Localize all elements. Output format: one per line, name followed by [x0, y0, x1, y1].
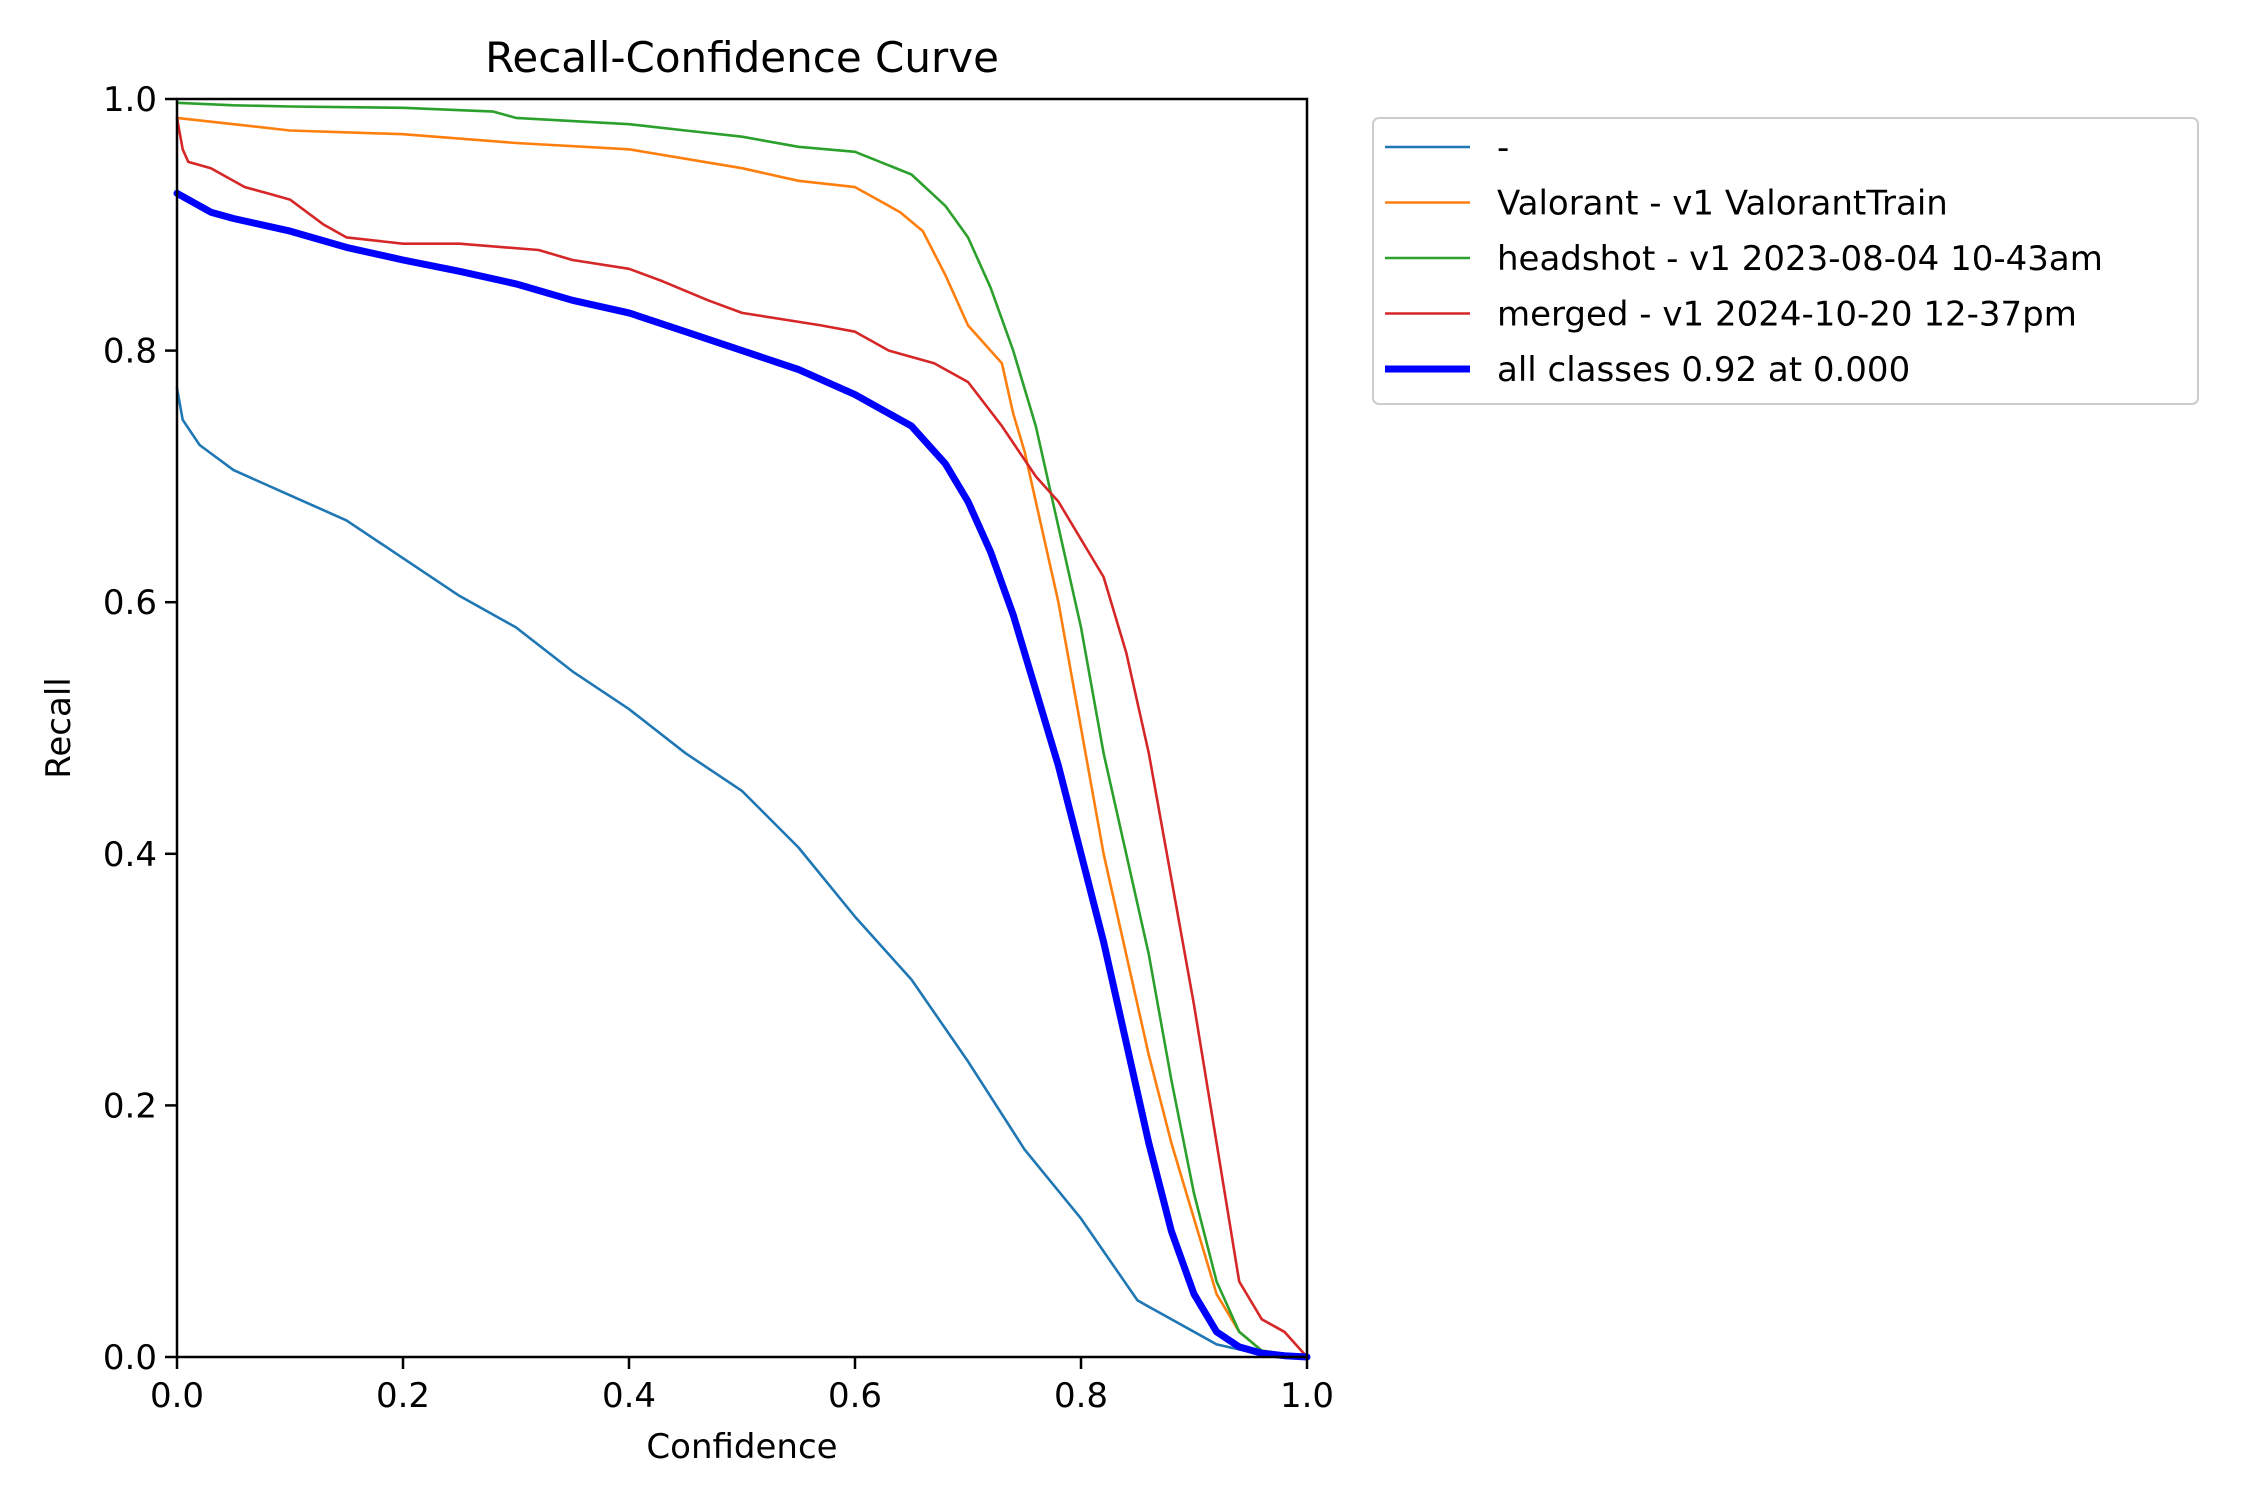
x-axis-label: Confidence — [646, 1427, 837, 1467]
y-tick-label: 0.8 — [103, 332, 157, 372]
series-line-1 — [175, 116, 1309, 1359]
x-axis-ticks: 0.0 0.2 0.4 0.6 0.8 1.0 — [150, 1357, 1334, 1416]
series-line-3 — [175, 116, 1309, 1359]
x-tick-label: 0.6 — [828, 1376, 882, 1416]
series-layer — [173, 101, 1311, 1361]
legend: - Valorant - v1 ValorantTrain headshot - v… — [1372, 117, 2199, 405]
y-tick-label: 0.0 — [103, 1338, 157, 1378]
x-tick-label: 0.2 — [376, 1376, 430, 1416]
legend-label-3: merged - v1 2024-10-20 12-37pm — [1497, 295, 2077, 335]
series-line-2 — [175, 101, 1309, 1359]
y-axis-ticks: 0.0 0.2 0.4 0.6 0.8 1.0 — [103, 80, 177, 1378]
legend-label-1: Valorant - v1 ValorantTrain — [1497, 184, 1948, 224]
y-tick-label: 0.4 — [103, 835, 157, 875]
chart-title: Recall-Confidence Curve — [485, 33, 999, 82]
legend-label-0: - — [1497, 128, 1509, 168]
legend-label-4: all classes 0.92 at 0.000 — [1497, 350, 1910, 390]
y-tick-label: 0.2 — [103, 1086, 157, 1126]
y-axis-label: Recall — [39, 677, 79, 778]
series-line-4 — [173, 189, 1311, 1361]
x-tick-label: 1.0 — [1280, 1376, 1334, 1416]
y-tick-label: 0.6 — [103, 583, 157, 623]
legend-label-2: headshot - v1 2023-08-04 10-43am — [1497, 239, 2103, 279]
plot-frame — [175, 97, 1309, 1359]
x-tick-label: 0.0 — [150, 1376, 204, 1416]
x-tick-label: 0.8 — [1054, 1376, 1108, 1416]
y-tick-label: 1.0 — [103, 80, 157, 120]
x-tick-label: 0.4 — [602, 1376, 656, 1416]
legend-entries: - Valorant - v1 ValorantTrain headshot - v… — [1385, 128, 2103, 390]
series-line-0 — [175, 387, 1309, 1359]
legend-frame — [1372, 117, 2199, 405]
